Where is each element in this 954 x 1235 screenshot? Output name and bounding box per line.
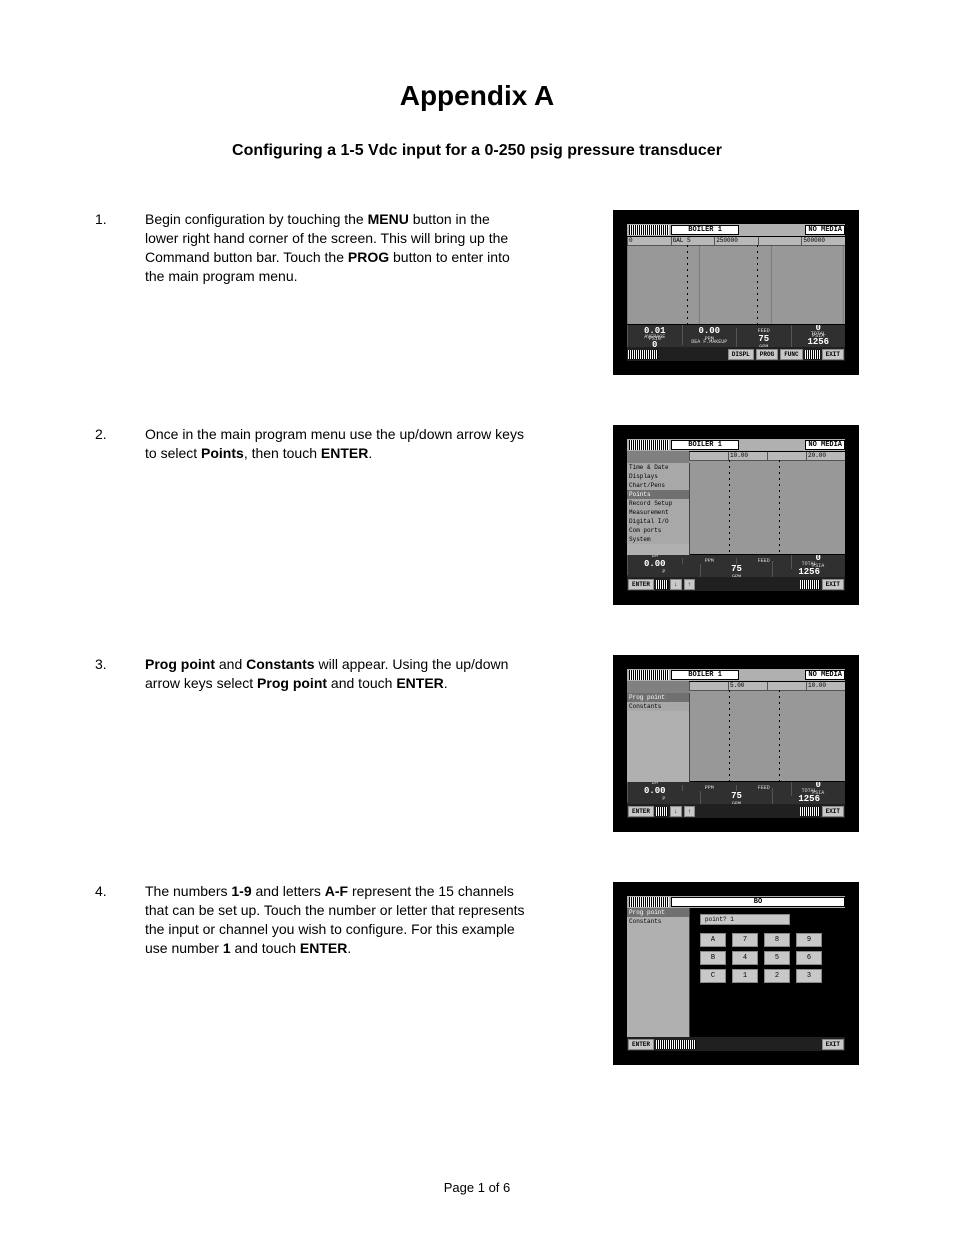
keypad-key-1[interactable]: 1 <box>732 969 758 983</box>
keypad-key-5[interactable]: 5 <box>764 951 790 965</box>
instruction-step: 1. Begin configuration by touching the ME… <box>95 210 859 375</box>
screen-title: BOILER 1 <box>671 440 739 450</box>
barcode-icon <box>629 440 669 450</box>
menu-sidebar: Prog pointConstants <box>627 693 690 782</box>
barcode-icon <box>629 670 669 680</box>
arrow-button[interactable]: ↓ <box>670 806 682 817</box>
menu-item[interactable]: Points <box>627 490 689 499</box>
barcode-icon <box>656 807 668 816</box>
device-screenshot-4: BOProg pointConstants point? 1 A789 B456 C12… <box>613 882 859 1065</box>
barcode-icon <box>800 807 820 816</box>
menu-item[interactable]: Digital I/O <box>627 517 689 526</box>
keypad-key-9[interactable]: 9 <box>796 933 822 947</box>
barcode-icon <box>656 1040 696 1049</box>
step-number: 3. <box>95 655 125 672</box>
menu-item[interactable]: Constants <box>627 702 689 711</box>
menu-item[interactable]: Chart/Pens <box>627 481 689 490</box>
keypad-key-2[interactable]: 2 <box>764 969 790 983</box>
instruction-step: 4. The numbers 1-9 and letters A-F repres… <box>95 882 859 1065</box>
barcode-icon <box>629 225 669 235</box>
keypad-key-8[interactable]: 8 <box>764 933 790 947</box>
status-label: P <box>630 569 698 575</box>
screen-title: BO <box>671 897 845 907</box>
status-value: 75 <box>703 791 771 801</box>
step-text: Once in the main program menu use the up… <box>145 425 525 463</box>
keypad-area: point? 1 A789 B456 C123 <box>690 908 845 1037</box>
status-value: 1256 <box>775 794 843 804</box>
keypad-key-A[interactable]: A <box>700 933 726 947</box>
step-text: Begin configuration by touching the MENU… <box>145 210 525 286</box>
step-number: 4. <box>95 882 125 899</box>
exit-button[interactable]: EXIT <box>822 579 844 590</box>
func-button[interactable]: FUNC <box>780 349 802 360</box>
displ-button[interactable]: DISPL <box>728 349 754 360</box>
enter-button[interactable]: ENTER <box>628 806 654 817</box>
arrow-button[interactable]: ↓ <box>670 579 682 590</box>
keypad-prompt: point? 1 <box>700 914 790 925</box>
chart-area: 0GAL S250000500000 <box>627 236 845 325</box>
step-number: 1. <box>95 210 125 227</box>
no-media-badge: NO MEDIA <box>805 670 845 680</box>
prog-button[interactable]: PROG <box>756 349 778 360</box>
step-number: 2. <box>95 425 125 442</box>
menu-item[interactable]: Record Setup <box>627 499 689 508</box>
exit-button[interactable]: EXIT <box>822 806 844 817</box>
menu-sidebar: Time & DateDisplaysChart/PensPointsRecor… <box>627 463 690 555</box>
keypad-key-6[interactable]: 6 <box>796 951 822 965</box>
no-media-badge: NO MEDIA <box>805 440 845 450</box>
enter-button[interactable]: ENTER <box>628 1039 654 1050</box>
screen-title: BOILER 1 <box>671 225 739 235</box>
menu-item[interactable]: Displays <box>627 472 689 481</box>
status-value: 1256 <box>794 337 844 347</box>
instruction-step: 3. Prog point and Constants will appear. … <box>95 655 859 832</box>
exit-button[interactable]: EXIT <box>822 349 844 360</box>
barcode-icon <box>628 350 658 359</box>
appendix-title: Appendix A <box>95 80 859 112</box>
status-value: 1256 <box>775 567 843 577</box>
screen-title: BOILER 1 <box>671 670 739 680</box>
barcode-icon <box>629 897 669 907</box>
status-label: P <box>630 796 698 802</box>
device-screenshot-1: BOILER 1NO MEDIA0GAL S250000500000SODIUM… <box>613 210 859 375</box>
menu-item[interactable]: Constants <box>627 917 689 926</box>
chart-area: 5.0010.00 <box>689 681 845 782</box>
status-value: 75 <box>739 334 789 344</box>
menu-item[interactable]: Prog point <box>627 693 689 702</box>
keypad-key-B[interactable]: B <box>700 951 726 965</box>
menu-item[interactable]: System <box>627 535 689 544</box>
exit-button[interactable]: EXIT <box>822 1039 844 1050</box>
appendix-subtitle: Configuring a 1-5 Vdc input for a 0-250 … <box>95 142 859 160</box>
status-label: DEA F.MAKEUP <box>685 339 735 345</box>
arrow-button[interactable]: ↑ <box>684 579 696 590</box>
device-screenshot-3: BOILER 1 NO MEDIA5.0010.00Prog pointConst… <box>613 655 859 832</box>
enter-button[interactable]: ENTER <box>628 579 654 590</box>
arrow-button[interactable]: ↑ <box>684 806 696 817</box>
page-footer: Page 1 of 6 <box>0 1180 954 1195</box>
barcode-icon <box>656 580 668 589</box>
instruction-step: 2. Once in the main program menu use the … <box>95 425 859 605</box>
keypad-key-4[interactable]: 4 <box>732 951 758 965</box>
keypad-key-C[interactable]: C <box>700 969 726 983</box>
menu-sidebar: Prog pointConstants <box>627 908 690 1037</box>
step-text: Prog point and Constants will appear. Us… <box>145 655 525 693</box>
no-media-badge: NO MEDIA <box>805 225 845 235</box>
barcode-icon <box>805 350 820 359</box>
barcode-icon <box>800 580 820 589</box>
menu-item[interactable]: Com ports <box>627 526 689 535</box>
step-text: The numbers 1-9 and letters A-F represen… <box>145 882 525 958</box>
keypad-key-3[interactable]: 3 <box>796 969 822 983</box>
status-value: 75 <box>703 564 771 574</box>
chart-area: 10.0020.00 <box>689 451 845 555</box>
menu-item[interactable]: Prog point <box>627 908 689 917</box>
device-screenshot-2: BOILER 1 NO MEDIA10.0020.00Time & DateDis… <box>613 425 859 605</box>
menu-item[interactable]: Time & Date <box>627 463 689 472</box>
menu-item[interactable]: Measurement <box>627 508 689 517</box>
status-value: 0.00 <box>685 326 735 336</box>
keypad-key-7[interactable]: 7 <box>732 933 758 947</box>
